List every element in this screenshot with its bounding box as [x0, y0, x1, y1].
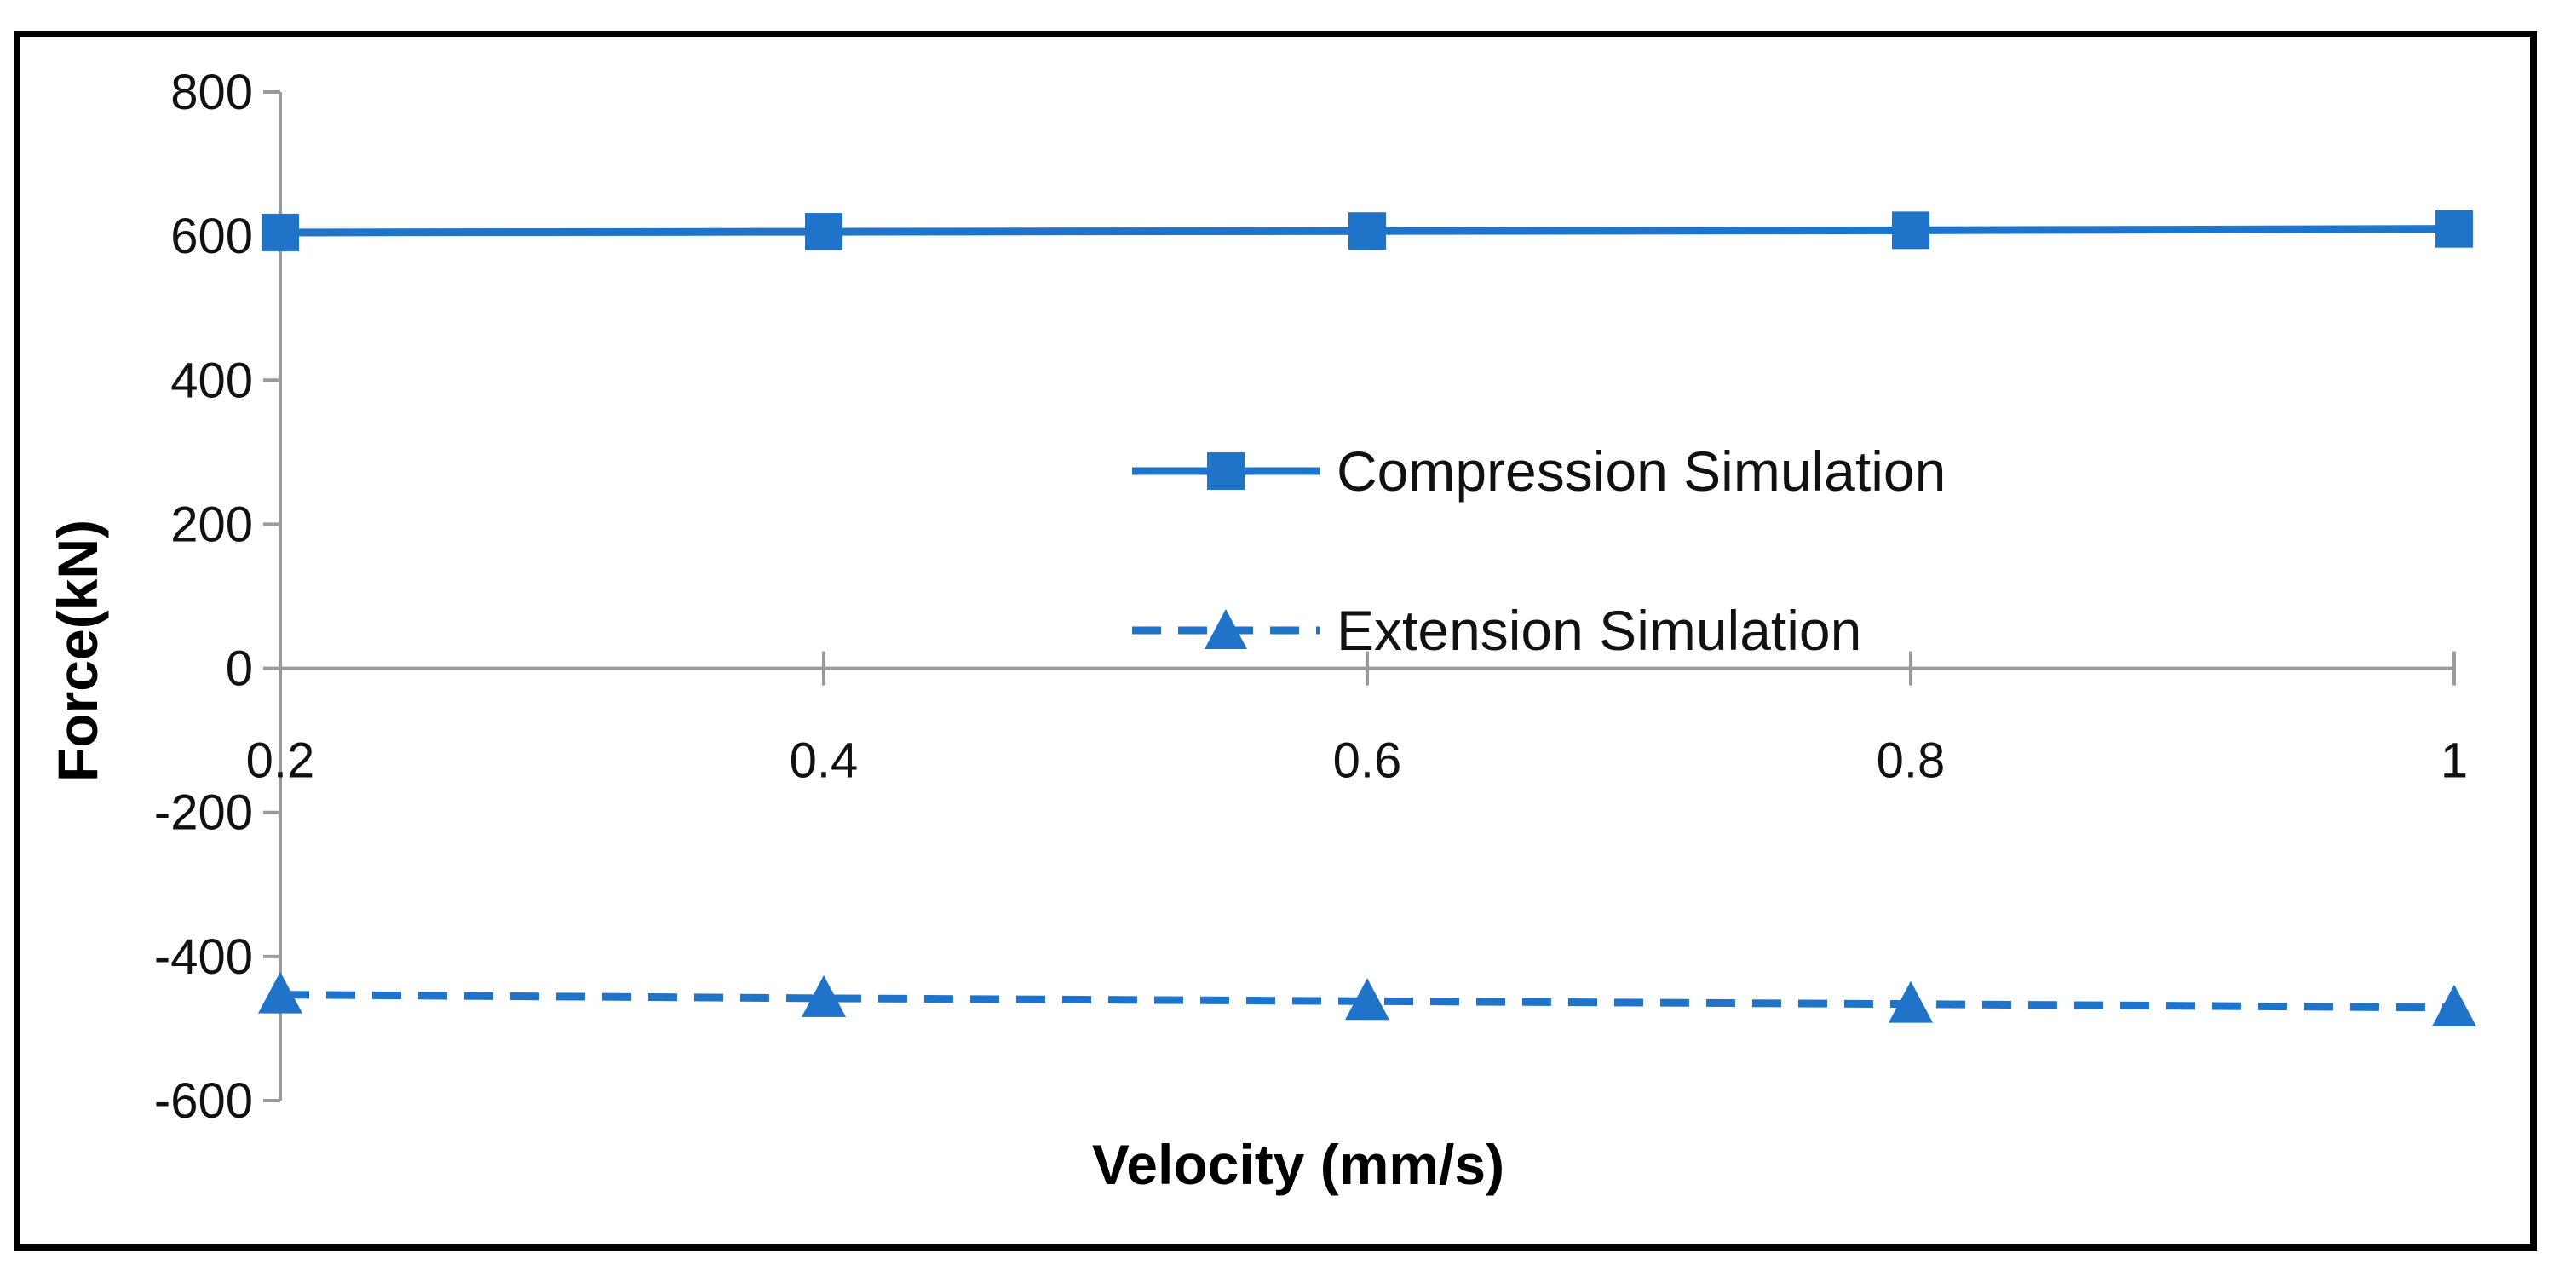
y-tick-label: -600 [154, 1073, 253, 1129]
legend-label-compression: Compression Simulation [1337, 440, 1946, 503]
legend: Compression Simulation Extension Simulat… [1132, 440, 1946, 662]
y-ticks: 800 600 400 200 0 -200 -400 -600 [154, 65, 280, 1129]
x-tick-label: 0.2 [246, 733, 315, 789]
data-point-triangle [802, 975, 846, 1017]
legend-item-extension: Extension Simulation [1132, 599, 1861, 662]
legend-marker-square-icon [1207, 452, 1245, 490]
x-tick-label: 1 [2441, 733, 2468, 789]
x-tick-label: 0.6 [1333, 733, 1402, 789]
chart-frame: 800 600 400 200 0 -200 -400 -600 0.2 0.4 0.6 0.8 1 … [14, 31, 2537, 1251]
legend-item-compression: Compression Simulation [1132, 440, 1946, 503]
y-tick-label: 400 [170, 353, 253, 408]
x-tick-label: 0.8 [1877, 733, 1946, 789]
y-tick-label: 0 [226, 641, 253, 697]
series-layer [258, 210, 2476, 1026]
data-point-triangle [2432, 984, 2476, 1026]
series-line-extension-simulation [279, 991, 2455, 1012]
x-axis-title: Velocity (mm/s) [1092, 1133, 1504, 1196]
data-point-triangle [1345, 978, 1389, 1021]
data-point-square [2435, 210, 2473, 248]
series-compression-simulation [262, 210, 2473, 251]
legend-label-extension: Extension Simulation [1337, 599, 1861, 662]
y-tick-label: 800 [170, 65, 253, 120]
y-axis-title: Force(kN) [46, 520, 109, 782]
y-tick-label: -400 [154, 929, 253, 985]
y-tick-label: 200 [170, 497, 253, 552]
x-tick-label: 0.4 [790, 733, 859, 789]
data-point-square [805, 213, 842, 251]
y-tick-label: 600 [170, 209, 253, 264]
data-point-triangle [1889, 980, 1933, 1023]
x-ticks: 0.2 0.4 0.6 0.8 1 [246, 651, 2468, 789]
y-tick-label: -200 [154, 785, 253, 841]
data-point-triangle [258, 971, 302, 1014]
series-extension-simulation [258, 971, 2476, 1026]
legend-marker-triangle-icon [1205, 609, 1247, 649]
data-point-square [262, 213, 299, 251]
data-point-square [1348, 212, 1386, 250]
data-point-square [1892, 211, 1929, 250]
